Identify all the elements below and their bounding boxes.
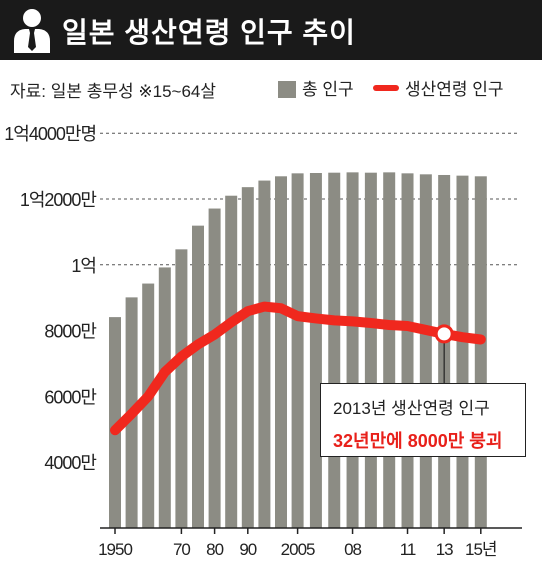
highlight-point xyxy=(434,324,454,344)
bar-total xyxy=(309,173,322,528)
x-tick-label: 13 xyxy=(436,540,453,559)
legend-total-label: 총 인구 xyxy=(302,80,354,99)
legend-working-label: 생산연령 인구 xyxy=(405,80,504,99)
page-title: 일본 생산연령 인구 추이 xyxy=(62,17,356,48)
legend-line-swatch xyxy=(373,85,399,91)
bar-total xyxy=(474,176,487,528)
x-tick-label: 80 xyxy=(206,540,223,559)
callout-line1: 2013년 생산연령 인구 xyxy=(333,399,490,418)
bar-total xyxy=(192,225,204,529)
series-line-working xyxy=(110,301,486,436)
x-tick-label: 2005 xyxy=(281,540,315,559)
bar-total xyxy=(364,172,377,528)
bar-total xyxy=(258,180,271,529)
legend-total: 총 인구 xyxy=(278,75,354,100)
title-bar: 일본 생산연령 인구 추이 xyxy=(0,0,542,60)
bar-total xyxy=(401,173,414,528)
callout-box: 2013년 생산연령 인구 32년만에 8000만 붕괴 xyxy=(320,383,526,457)
bar-total xyxy=(275,176,287,528)
bar-total xyxy=(383,172,396,528)
bar-total xyxy=(109,317,121,528)
callout-line2: 32년만에 8000만 붕괴 xyxy=(333,431,503,451)
y-tick-label: 1억4000만명 xyxy=(4,124,96,144)
bar-total xyxy=(225,195,238,528)
person-icon xyxy=(14,9,50,53)
bar-total xyxy=(241,187,254,528)
legend-working: 생산연령 인구 xyxy=(373,75,504,100)
y-tick-label: 6000만 xyxy=(44,387,96,407)
x-tick-label: 08 xyxy=(344,540,361,559)
bar-total xyxy=(419,174,432,528)
bar-total xyxy=(456,175,469,529)
bar-total xyxy=(328,172,341,528)
bar-total xyxy=(208,208,221,528)
legend-bar-swatch xyxy=(278,81,296,98)
bar-total xyxy=(291,173,304,528)
y-tick-label: 1억2000만 xyxy=(20,190,97,210)
x-tick-label: 15년 xyxy=(465,540,497,559)
bar-total xyxy=(158,267,171,528)
bar-total xyxy=(142,283,155,528)
y-tick-label: 4000만 xyxy=(44,453,96,473)
bar-total xyxy=(175,249,188,528)
x-tick-label: 11 xyxy=(400,540,416,559)
y-tick-label: 8000만 xyxy=(44,322,96,342)
source-note: 자료: 일본 총무성 ※15~64살 xyxy=(10,82,217,101)
x-tick-label: 90 xyxy=(239,540,256,559)
x-tick-label: 1950 xyxy=(98,540,132,559)
bar-total xyxy=(346,172,359,528)
x-tick-label: 70 xyxy=(173,540,190,559)
y-tick-label: 1억 xyxy=(71,256,96,276)
